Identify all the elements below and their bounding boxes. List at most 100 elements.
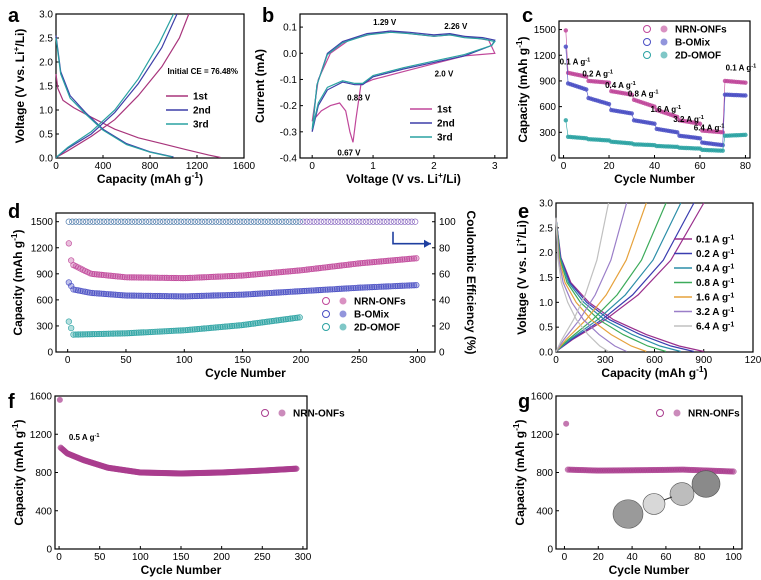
coin-cell-part (642, 493, 666, 515)
y-axis-title: Capacity (mAh g-1) (9, 229, 25, 335)
rate-point-NRN-ONFs (563, 28, 569, 33)
capacity-point-B-OMix (385, 283, 392, 290)
ce-point-B-OMix (408, 218, 415, 225)
cv-3rd (311, 31, 496, 130)
panel-letter: g (518, 391, 530, 413)
rate-label: 0.1 A g-1 (560, 58, 591, 67)
rate-point-2D-OMOF (743, 132, 748, 138)
legend-label: 6.4 A g-1 (696, 321, 734, 333)
legend-B-OMix-hollow (643, 38, 651, 46)
ce-point-2D-OMOF (268, 218, 275, 225)
capacity-point-NRN-ONFs (284, 268, 292, 275)
capacity-point-B-OMix (124, 292, 131, 299)
capacity-point-B-OMix (86, 289, 93, 296)
capacity-point-B-OMix (119, 292, 126, 299)
capacity-point-B-OMix (228, 291, 236, 299)
y-tick-label: 0 (47, 348, 53, 359)
x-axis-title: Cycle Number (205, 366, 286, 380)
capacity-point-B-OMix (382, 283, 390, 290)
capacity-point-NRN-ONFs (147, 274, 154, 281)
ce-point-B-OMix (338, 218, 345, 225)
capacity-point-B-OMix (180, 293, 187, 300)
capacity-point-2D-OMOF (168, 327, 175, 335)
ce-point-2D-OMOF (142, 218, 149, 225)
capacity-point-B-OMix (205, 292, 212, 299)
capacity-point-2D-OMOF (110, 330, 117, 337)
x-tick-label: 250 (351, 355, 368, 366)
cycle-point (293, 465, 300, 472)
capacity-point-2D-OMOF (217, 323, 224, 331)
ce-point-B-OMix (412, 218, 419, 225)
capacity-point-B-OMix (128, 292, 135, 299)
rate-point-B-OMix (697, 136, 703, 141)
capacity-point-B-OMix (396, 282, 404, 289)
ce-point-2D-OMOF (167, 218, 174, 225)
capacity-point-B-OMix (387, 283, 394, 290)
capacity-point-NRN-ONFs (343, 261, 350, 269)
capacity-point-B-OMix (347, 285, 355, 292)
capacity-point-NRN-ONFs (86, 270, 93, 277)
capacity-point-2D-OMOF (238, 322, 245, 329)
rate-point-B-OMix (629, 111, 634, 116)
capacity-point-B-OMix (268, 289, 275, 297)
capacity-point-B-OMix (280, 289, 287, 296)
ce-arrow-head (424, 239, 431, 248)
capacity-point-2D-OMOF (79, 331, 86, 338)
capacity-point-NRN-ONFs (214, 273, 222, 280)
ce-point-2D-OMOF (272, 218, 279, 225)
capacity-point-NRN-ONFs (235, 272, 243, 279)
rate-point-2D-OMOF (720, 148, 725, 153)
capacity-point-B-OMix (303, 287, 310, 294)
capacity-point-2D-OMOF (277, 316, 285, 324)
capacity-point-B-OMix (256, 290, 264, 297)
capacity-point-B-OMix (177, 293, 184, 300)
capacity-point-NRN-ONFs (359, 259, 366, 267)
capacity-point-NRN-ONFs (91, 271, 98, 278)
ce-point-2D-OMOF (163, 218, 170, 225)
y-tick-label: 400 (35, 506, 52, 517)
ce-point-B-OMix (370, 218, 377, 225)
capacity-point-NRN-ONFs (380, 258, 387, 265)
capacity-point-2D-OMOF (252, 320, 259, 327)
capacity-point-NRN-ONFs (210, 273, 217, 280)
capacity-point-2D-OMOF (226, 323, 233, 330)
y-axis-title: Capacity (mAh g-1) (514, 36, 530, 142)
capacity-point-NRN-ONFs (231, 272, 238, 280)
capacity-point-NRN-ONFs (156, 274, 163, 281)
capacity-point-B-OMix (406, 282, 413, 289)
y-tick-label: 1500 (534, 25, 557, 36)
cycle-point (730, 468, 737, 475)
rate-point-B-OMix (606, 101, 612, 107)
capacity-point-2D-OMOF (75, 331, 82, 338)
capacity-point-2D-OMOF (291, 314, 299, 322)
y-tick-label: 0.0 (39, 154, 53, 165)
capacity-point-B-OMix (273, 289, 280, 296)
legend-B-OMix-filled (339, 310, 347, 318)
ce-point-2D-OMOF (128, 218, 135, 225)
capacity-point-B-OMix (107, 291, 114, 298)
capacity-point-2D-OMOF (105, 330, 112, 337)
capacity-point-NRN-ONFs (275, 269, 282, 276)
ce-point-2D-OMOF (181, 218, 188, 225)
capacity-point-2D-OMOF (107, 330, 114, 337)
legend-NRN-ONFs-filled (673, 409, 681, 417)
capacity-point-2D-OMOF (68, 325, 75, 332)
capacity-point-B-OMix (340, 285, 348, 292)
capacity-point-NRN-ONFs (89, 270, 96, 278)
capacity-point-2D-OMOF (156, 328, 163, 335)
capacity-point-NRN-ONFs (294, 267, 301, 274)
capacity-point-B-OMix (399, 282, 406, 289)
capacity-point-B-OMix (226, 291, 233, 299)
capacity-point-2D-OMOF (212, 324, 219, 331)
capacity-point-NRN-ONFs (282, 268, 289, 275)
capacity-point-B-OMix (82, 288, 89, 295)
capacity-point-2D-OMOF (189, 326, 196, 333)
y-axis-title: Voltage (V vs. Li+/Li) (11, 29, 27, 144)
capacity-point-B-OMix (191, 292, 198, 300)
rate-point-2D-OMOF (563, 118, 569, 123)
rate-label: 0.8 A g-1 (628, 89, 659, 98)
coin-cell-illustration (612, 470, 721, 529)
ce-point-2D-OMOF (118, 218, 125, 225)
ce-point-B-OMix (377, 218, 384, 225)
y-tick-label: 800 (536, 468, 553, 479)
